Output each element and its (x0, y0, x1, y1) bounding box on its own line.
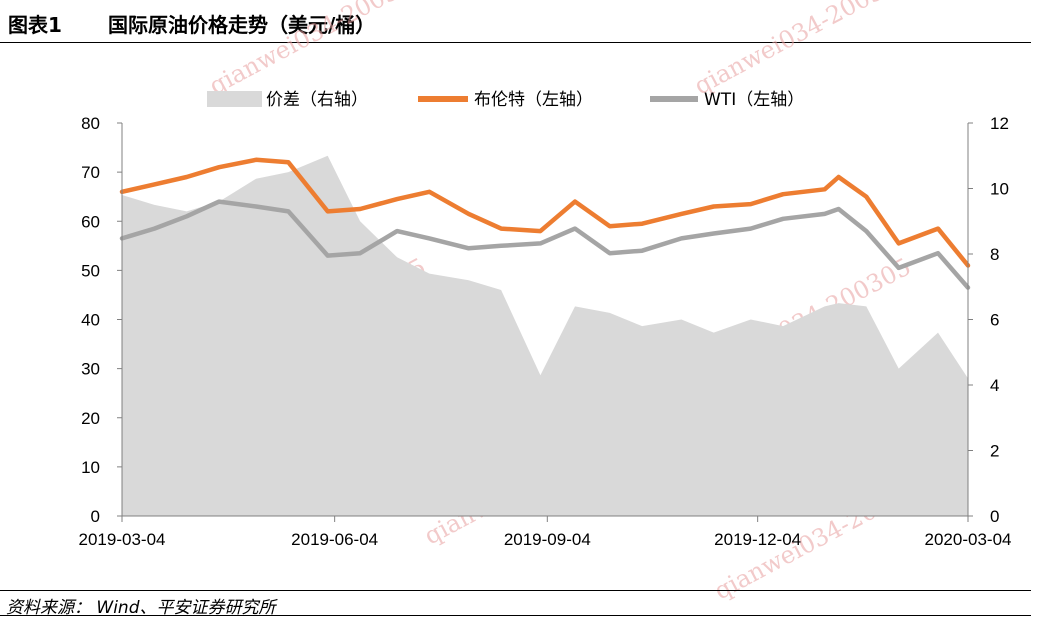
left-tick-label: 60 (81, 212, 100, 231)
x-tick-label: 2020-03-04 (925, 530, 1012, 549)
spread-area (122, 155, 968, 517)
left-tick-label: 50 (81, 261, 100, 280)
legend-spread-label: 价差（右轴） (266, 90, 368, 110)
watermark-0: qianwei034-200305 (690, 0, 916, 100)
left-tick-label: 30 (81, 360, 100, 379)
figure-label: 图表1 (8, 13, 62, 37)
x-tick-label: 2019-09-04 (504, 530, 591, 549)
right-tick-label: 0 (990, 507, 999, 526)
figure-title: 国际原油价格走势（美元/桶） (108, 13, 376, 37)
x-tick-label: 2019-03-04 (79, 530, 166, 549)
right-tick-label: 2 (990, 442, 999, 461)
left-tick-label: 20 (81, 409, 100, 428)
source-note: 资料来源： Wind、平安证券研究所 (6, 598, 276, 618)
legend-spread-swatch (207, 91, 262, 107)
right-tick-label: 6 (990, 311, 999, 330)
right-tick-label: 12 (990, 114, 1009, 133)
spread-area-layer (122, 155, 968, 517)
left-tick-label: 80 (81, 114, 100, 133)
bottom-divider (0, 615, 1031, 616)
x-tick-label: 2019-12-04 (714, 530, 801, 549)
figure-header: 图表1 国际原油价格走势（美元/桶） (0, 0, 1031, 43)
right-tick-label: 8 (990, 245, 999, 264)
left-tick-label: 0 (91, 507, 100, 526)
price-lines-layer (119, 157, 971, 290)
brent-line (119, 157, 971, 268)
right-tick-label: 10 (990, 180, 1009, 199)
watermark-3: qianwei034-200305 (205, 0, 431, 100)
right-tick-label: 4 (990, 376, 999, 395)
left-tick-label: 10 (81, 458, 100, 477)
wti-line (119, 199, 971, 290)
x-tick-label: 2019-06-04 (291, 530, 378, 549)
legend-wti-label: WTI（左轴） (704, 90, 804, 110)
legend-brent-label: 布伦特（左轴） (474, 90, 593, 110)
footer-divider (0, 590, 1031, 591)
legend: 价差（右轴） 布伦特（左轴） WTI（左轴） (207, 90, 804, 110)
left-tick-label: 40 (81, 311, 100, 330)
axes-layer: 0 10 20 30 40 50 60 70 80 0 2 4 6 8 10 12 2019-03-04 2019… (79, 114, 1012, 549)
left-tick-label: 70 (81, 163, 100, 182)
